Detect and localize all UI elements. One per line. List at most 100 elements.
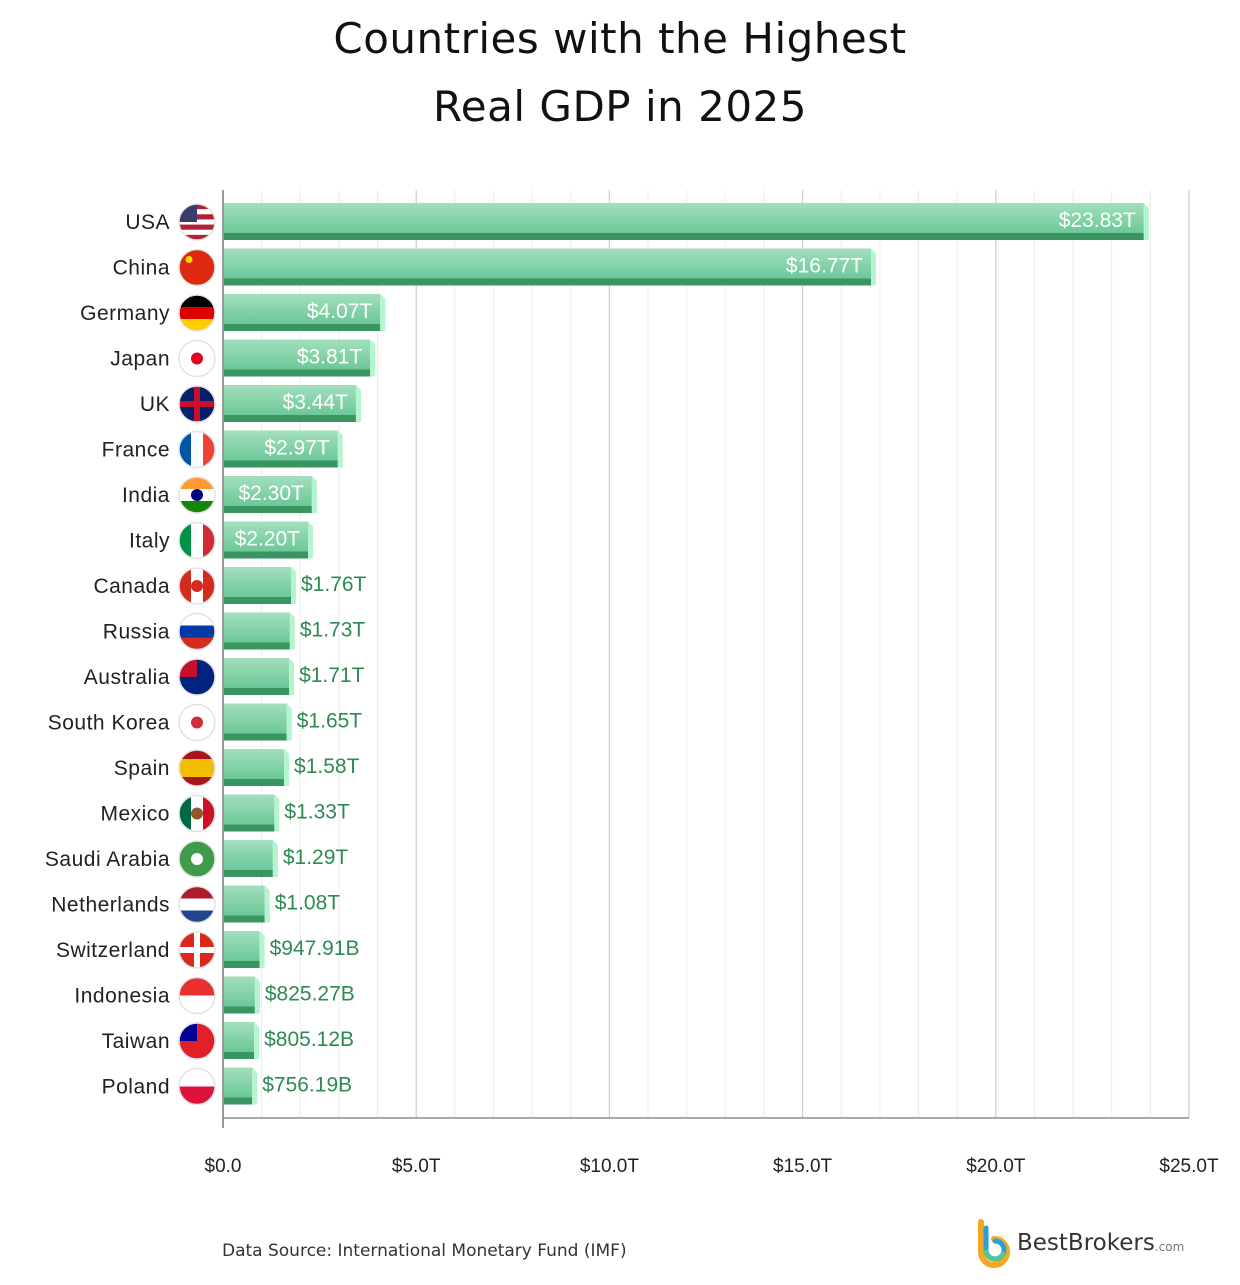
flag-border (178, 749, 216, 787)
flag-china-icon (179, 249, 215, 286)
bar-row-usa: $23.83T USA (125, 203, 1149, 241)
flag-stripe (179, 886, 215, 899)
flag-stripe (179, 249, 215, 286)
data-label: $1.65T (297, 710, 363, 733)
flag-usa-icon (179, 204, 215, 240)
flag-stripe (179, 977, 215, 996)
data-source: Data Source: International Monetary Fund… (222, 1241, 627, 1261)
flag-stripe (179, 224, 215, 231)
bar-side (291, 567, 297, 604)
category-label: UK (140, 393, 170, 416)
flag-border (178, 521, 216, 560)
bar-side (289, 612, 295, 650)
x-tick-label: $10.0T (580, 1156, 640, 1177)
data-label: $1.33T (284, 801, 350, 824)
bar-base (224, 642, 290, 650)
bar-base (224, 278, 871, 286)
flag-border (178, 885, 216, 924)
bar-side (355, 385, 361, 422)
bar (224, 248, 871, 279)
bar (224, 1067, 253, 1098)
chart-title-line-1: Countries with the Highest (333, 14, 907, 63)
flag-spain-icon (179, 750, 215, 786)
category-label: USA (125, 211, 170, 234)
flag-australia-icon (179, 659, 215, 695)
bar-side (284, 749, 290, 786)
bar-base (224, 1052, 255, 1059)
flag-cross (179, 401, 215, 407)
bar (224, 658, 290, 688)
flag-stripe (179, 777, 215, 786)
bar (224, 567, 292, 597)
bar-row-italy: $2.20T Italy (129, 521, 314, 560)
data-label: $16.77T (786, 255, 863, 278)
data-label: $4.07T (307, 300, 373, 323)
flag-border (178, 794, 216, 833)
flag-switzerland-icon (179, 932, 215, 968)
bar-base (224, 824, 275, 832)
bar-side (370, 339, 376, 377)
bar (224, 612, 290, 643)
category-label: Saudi Arabia (45, 848, 170, 871)
bar-row-south-korea: $1.65T South Korea (48, 703, 363, 742)
category-label: Germany (80, 302, 170, 325)
data-label: $1.71T (299, 664, 365, 687)
bar (224, 339, 371, 370)
bar-base (224, 733, 287, 741)
flag-stripe (179, 1068, 215, 1087)
bar (224, 703, 287, 734)
bar-row-poland: $756.19B Poland (102, 1067, 352, 1106)
flag-border (178, 430, 216, 469)
flag-stripe (179, 568, 192, 604)
category-label: Spain (114, 757, 170, 780)
bar (224, 749, 285, 779)
bar-base (224, 597, 292, 604)
bar (224, 203, 1144, 233)
logo-suffix: .com (1154, 1240, 1185, 1254)
flag-stripe (179, 625, 215, 638)
bar-side (272, 840, 278, 877)
category-label: Australia (84, 666, 170, 689)
category-label: Mexico (100, 803, 170, 826)
data-label: $23.83T (1059, 209, 1136, 232)
data-label: $2.30T (238, 482, 304, 505)
bar-side (870, 248, 876, 286)
category-label: India (122, 484, 170, 507)
category-label: Taiwan (102, 1030, 170, 1053)
data-label: $825.27B (265, 983, 355, 1006)
data-label: $947.91B (270, 937, 360, 960)
flag-stripe (179, 768, 215, 778)
bar-side (254, 1022, 260, 1059)
flag-border (178, 703, 216, 742)
flag-stripe (191, 522, 204, 559)
bar-side (254, 976, 260, 1014)
flag-border (178, 476, 216, 514)
bar-side (286, 703, 292, 741)
bar-base (224, 369, 371, 377)
bar-base (224, 506, 312, 513)
bar-row-mexico: $1.33T Mexico (100, 794, 350, 833)
flag-stripe (191, 431, 204, 468)
bestbrokers-logo: BestBrokers .com (975, 1218, 1184, 1268)
flag-stripe (179, 898, 215, 911)
bar-side (1143, 203, 1149, 240)
flag-stripe (179, 229, 215, 236)
flag-stripe (179, 750, 215, 760)
data-label: $1.73T (300, 619, 366, 642)
bar-base (224, 779, 285, 786)
data-label: $3.81T (297, 346, 363, 369)
bar-row-uk: $3.44T UK (140, 385, 361, 423)
bar-row-spain: $1.58T Spain (114, 749, 360, 787)
bar-base (224, 233, 1144, 240)
flag-border (178, 931, 216, 969)
flag-poland-icon (179, 1068, 215, 1105)
bar (224, 931, 260, 961)
category-label: Switzerland (56, 939, 170, 962)
flag-emblem (191, 580, 203, 592)
category-label: Poland (102, 1076, 170, 1099)
data-label: $3.44T (283, 391, 349, 414)
data-label: $1.29T (283, 846, 349, 869)
flag-uk-icon (179, 386, 215, 422)
flag-emblem (191, 716, 203, 729)
